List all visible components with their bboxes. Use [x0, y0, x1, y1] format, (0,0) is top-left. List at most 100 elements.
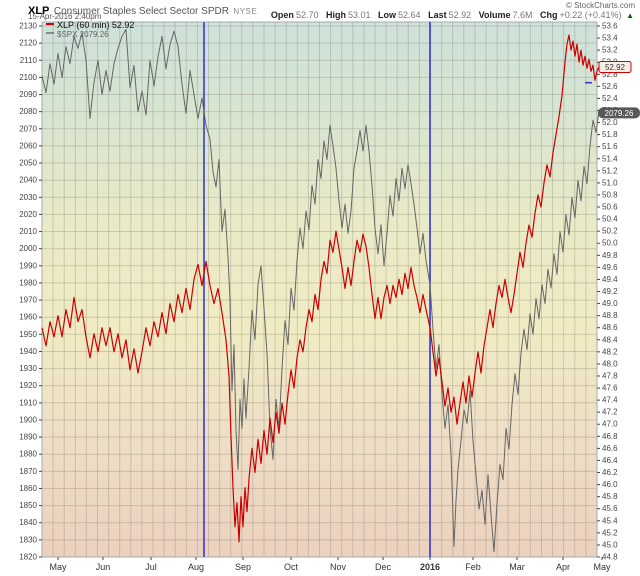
svg-text:2079.26: 2079.26 — [605, 109, 634, 118]
svg-text:1960: 1960 — [19, 313, 37, 322]
svg-text:1930: 1930 — [19, 364, 37, 373]
svg-text:47.4: 47.4 — [602, 396, 618, 405]
svg-text:50.8: 50.8 — [602, 191, 618, 200]
svg-text:45.2: 45.2 — [602, 528, 618, 537]
svg-text:Aug: Aug — [188, 562, 204, 572]
svg-text:48.6: 48.6 — [602, 323, 618, 332]
chg-value: +0.22 (+0.41%) — [559, 10, 622, 20]
svg-text:Nov: Nov — [330, 562, 347, 572]
chg-label: Chg — [540, 10, 558, 20]
legend-spx-text: $SPX 2079.26 — [57, 30, 109, 39]
volume-value: 7.6M — [512, 10, 533, 20]
last-value: 52.92 — [448, 10, 472, 20]
svg-text:52.4: 52.4 — [602, 94, 618, 103]
svg-text:45.4: 45.4 — [602, 516, 618, 525]
svg-text:48.4: 48.4 — [602, 335, 618, 344]
svg-text:52.8: 52.8 — [602, 70, 618, 79]
svg-text:Mar: Mar — [509, 562, 525, 572]
svg-text:1850: 1850 — [19, 501, 37, 510]
svg-text:1950: 1950 — [19, 330, 37, 339]
svg-text:50.0: 50.0 — [602, 239, 618, 248]
legend-xlp-text: XLP (60 min) 52.92 — [57, 20, 135, 30]
svg-text:47.8: 47.8 — [602, 372, 618, 381]
svg-text:51.0: 51.0 — [602, 178, 618, 187]
svg-text:1890: 1890 — [19, 433, 37, 442]
svg-text:Oct: Oct — [284, 562, 299, 572]
svg-text:46.2: 46.2 — [602, 468, 618, 477]
svg-text:2060: 2060 — [19, 141, 37, 150]
svg-text:53.6: 53.6 — [602, 22, 618, 31]
svg-text:1980: 1980 — [19, 278, 37, 287]
svg-text:46.4: 46.4 — [602, 456, 618, 465]
svg-text:Feb: Feb — [465, 562, 481, 572]
svg-text:50.2: 50.2 — [602, 227, 618, 236]
svg-text:49.6: 49.6 — [602, 263, 618, 272]
svg-text:52.92: 52.92 — [605, 63, 626, 72]
svg-text:Apr: Apr — [556, 562, 570, 572]
svg-text:2100: 2100 — [19, 73, 37, 82]
svg-text:2030: 2030 — [19, 193, 37, 202]
open-value: 52.70 — [295, 10, 319, 20]
exchange-label: NYSE — [233, 7, 258, 16]
plot-frame — [41, 21, 598, 558]
low-value: 52.64 — [398, 10, 421, 20]
svg-text:2016: 2016 — [420, 562, 440, 572]
svg-text:1820: 1820 — [19, 553, 37, 562]
chart-datetime: 15-Apr-2016 2:40pm — [28, 12, 102, 21]
svg-text:2000: 2000 — [19, 244, 37, 253]
svg-text:45.0: 45.0 — [602, 540, 618, 549]
last-label: Last — [428, 10, 447, 20]
svg-text:48.0: 48.0 — [602, 359, 618, 368]
svg-text:53.4: 53.4 — [602, 34, 618, 43]
svg-text:May: May — [593, 562, 611, 572]
svg-text:1970: 1970 — [19, 296, 37, 305]
xlp-swatch-icon — [46, 22, 54, 25]
svg-text:1830: 1830 — [19, 535, 37, 544]
high-label: High — [325, 10, 346, 20]
svg-text:51.2: 51.2 — [602, 166, 618, 175]
svg-text:2040: 2040 — [19, 176, 37, 185]
svg-text:47.6: 47.6 — [602, 384, 618, 393]
svg-text:1860: 1860 — [19, 484, 37, 493]
spx-swatch-icon — [46, 31, 54, 34]
svg-text:2130: 2130 — [19, 22, 37, 31]
svg-text:Jul: Jul — [145, 562, 157, 572]
right-axis-labels: 44.8 45.0 45.2 45.4 45.6 45.8 46.0 46.2 46.4 46.6… — [597, 22, 618, 562]
security-name: Consumer Staples Select Sector SPDR — [53, 6, 229, 17]
quote-summary: Open 52.70 High 53.01 Low 52.64 Last 52.92 V… — [266, 10, 634, 20]
svg-text:52.0: 52.0 — [602, 118, 618, 127]
svg-text:46.8: 46.8 — [602, 432, 618, 441]
up-arrow-icon: ▲ — [626, 11, 634, 20]
svg-text:1940: 1940 — [19, 347, 37, 356]
price-tag-xlp: 52.92 — [598, 61, 632, 73]
svg-text:49.0: 49.0 — [602, 299, 618, 308]
svg-text:2050: 2050 — [19, 159, 37, 168]
svg-text:2090: 2090 — [19, 90, 37, 99]
svg-text:2110: 2110 — [20, 56, 38, 65]
svg-text:2080: 2080 — [19, 107, 37, 116]
svg-text:51.6: 51.6 — [602, 142, 618, 151]
high-value: 53.01 — [347, 10, 371, 20]
svg-text:1900: 1900 — [19, 416, 37, 425]
svg-text:53.2: 53.2 — [602, 46, 618, 55]
chart-legend: XLP (60 min) 52.92 $SPX 2079.26 — [46, 20, 134, 39]
chart-title: XLP Consumer Staples Select Sector SPDR … — [28, 1, 257, 19]
legend-item-spx: $SPX 2079.26 — [46, 29, 134, 39]
svg-text:Sep: Sep — [235, 562, 251, 572]
svg-text:48.8: 48.8 — [602, 311, 618, 320]
low-label: Low — [378, 10, 397, 20]
svg-text:45.8: 45.8 — [602, 492, 618, 501]
svg-text:Jun: Jun — [96, 562, 111, 572]
ticker-symbol: XLP — [28, 5, 50, 17]
x-axis-labels: May Jun Jul Aug Sep Oct Nov Dec 2016 Feb Mar Apr May — [49, 557, 611, 572]
svg-text:49.2: 49.2 — [602, 287, 618, 296]
svg-text:1910: 1910 — [19, 398, 37, 407]
svg-text:May: May — [49, 562, 67, 572]
left-axis-labels: 1820 1830 1840 1850 1860 1870 1880 1890 1900 1910… — [19, 22, 42, 562]
copyright-label: © StockCharts.com — [565, 1, 635, 10]
svg-text:1880: 1880 — [19, 450, 37, 459]
svg-text:46.6: 46.6 — [602, 444, 618, 453]
